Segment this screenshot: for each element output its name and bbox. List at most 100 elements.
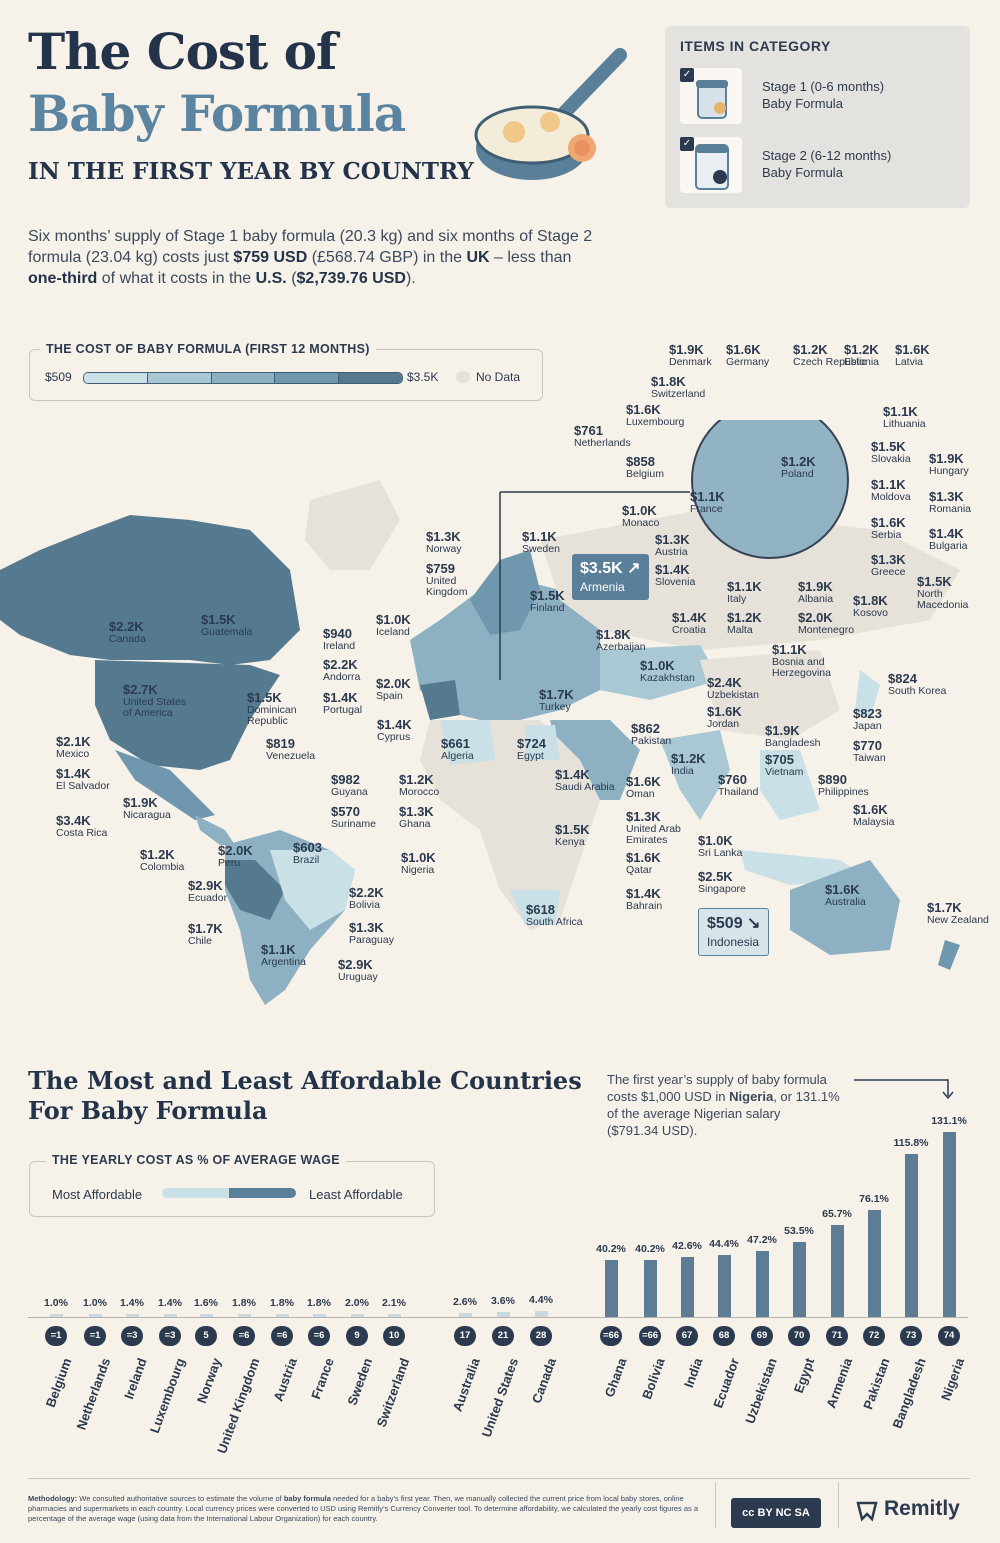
map-label-value: $1.4K <box>655 562 690 577</box>
map-label-country: Cyprus <box>377 731 411 743</box>
map-label-country: Singapore <box>698 883 746 895</box>
wage-legend-scale <box>162 1188 296 1198</box>
map-label-country: Iceland <box>376 626 410 638</box>
map-label-value: $1.8K <box>853 593 888 608</box>
map-label-country: Albania <box>798 593 834 605</box>
map-label-sweden: $1.1K Sweden <box>522 530 596 555</box>
bar-sweden <box>350 1314 364 1317</box>
wage-legend-left: Most Affordable <box>52 1187 143 1202</box>
map-label-country: Turkey <box>539 701 571 713</box>
map-label-india: $1.2K India <box>671 752 745 777</box>
category-label: Ireland <box>121 1356 151 1402</box>
map-label-estonia: $1.2K Estonia <box>844 343 918 368</box>
legend-swatch <box>84 373 147 383</box>
map-label-value: $982 <box>331 772 360 787</box>
bar-uzbekistan <box>755 1250 769 1317</box>
map-label-country: Costa Rica <box>56 827 108 839</box>
map-label-value: $1.6K <box>626 850 661 865</box>
bar-value-label: 40.2% <box>596 1243 626 1256</box>
map-label-country: Spain <box>376 690 403 702</box>
category-label: Bangladesh <box>889 1356 930 1431</box>
map-china <box>700 650 840 740</box>
map-label-value: $1.5K <box>247 690 282 705</box>
map-label-value: $1.4K <box>929 526 964 541</box>
stage1-checkbox-icon: ✓ <box>680 68 694 82</box>
map-label-hungary: $1.9K Hungary <box>929 452 1000 477</box>
map-label-value: $1.3K <box>626 809 661 824</box>
map-label-kazakhstan: $1.0K Kazakhstan <box>640 659 714 684</box>
map-label-united-kingdom: $759 United Kingdom <box>426 562 500 598</box>
map-label-value: $1.2K <box>727 610 762 625</box>
map-label-thailand: $760 Thailand <box>718 773 792 798</box>
map-label-slovenia: $1.4K Slovenia <box>655 563 729 588</box>
map-label-value: $1.5K <box>201 612 236 627</box>
map-legend-min: $509 <box>45 370 72 384</box>
map-label-value: $1.1K <box>261 942 296 957</box>
map-label-australia: $1.6K Australia <box>825 883 899 908</box>
bar-nigeria <box>942 1132 956 1317</box>
legend-swatch <box>146 373 211 383</box>
rank-badge: =66 <box>639 1326 661 1346</box>
map-label-country: Moldova <box>871 491 911 503</box>
map-label-country: Italy <box>727 593 747 605</box>
map-label-value: $1.6K <box>626 774 661 789</box>
map-label-ecuador: $2.9K Ecuador <box>188 879 262 904</box>
bar-value-label: 1.4% <box>158 1297 182 1309</box>
map-label-value: $1.7K <box>539 687 574 702</box>
map-label-country: Bulgaria <box>929 540 968 552</box>
map-label-country: Thailand <box>718 786 759 798</box>
map-label-value: $1.5K <box>917 574 952 589</box>
map-label-south-africa: $618 South Africa <box>526 903 600 928</box>
rank-badge: =3 <box>121 1326 143 1346</box>
bar-value-label: 2.1% <box>382 1297 406 1309</box>
map-label-country: Hungary <box>929 465 969 477</box>
map-label-guyana: $982 Guyana <box>331 773 405 798</box>
map-label-value: $1.6K <box>895 342 930 357</box>
map-label-algeria: $661 Algeria <box>441 737 515 762</box>
world-map <box>0 420 960 1005</box>
map-label-country: Dominican Republic <box>247 704 297 727</box>
map-label-turkey: $1.7K Turkey <box>539 688 613 713</box>
category-label: Egypt <box>790 1356 818 1396</box>
map-label-value: $1.2K <box>140 847 175 862</box>
stage2-label: Stage 2 (6-12 months) Baby Formula <box>762 148 892 180</box>
map-label-country: Austria <box>655 546 688 558</box>
map-label-oman: $1.6K Oman <box>626 775 700 800</box>
map-egypt <box>525 725 560 760</box>
map-label-value: $1.4K <box>377 717 412 732</box>
map-label-country: Ecuador <box>188 892 228 904</box>
map-south-africa <box>510 890 560 925</box>
category-label: France <box>308 1356 338 1402</box>
map-label-value: $1.3K <box>399 804 434 819</box>
map-label-value: $1.9K <box>669 342 704 357</box>
map-label-cyprus: $1.4K Cyprus <box>377 718 451 743</box>
map-label-value: $1.1K <box>690 489 725 504</box>
title-line-1: The Cost of <box>28 22 337 81</box>
nigeria-note-arrow <box>854 1079 954 1100</box>
map-label-country: United States of America <box>123 696 187 719</box>
map-label-value: $1.6K <box>871 515 906 530</box>
title-line-2: Baby Formula <box>28 84 406 143</box>
map-label-el-salvador: $1.4K El Salvador <box>56 767 130 792</box>
map-central-america <box>195 815 235 845</box>
category-label: Sweden <box>344 1356 376 1408</box>
map-label-north-macedonia: $1.5K North Macedonia <box>917 575 991 611</box>
bar-value-label: 4.4% <box>529 1293 553 1306</box>
map-label-colombia: $1.2K Colombia <box>140 848 214 873</box>
map-label-country: Philippines <box>818 786 869 798</box>
map-label-country: Portugal <box>323 704 363 716</box>
map-label-country: Mexico <box>56 748 90 760</box>
map-label-value: $2.5K <box>698 869 733 884</box>
rank-badge: 10 <box>383 1326 405 1346</box>
indonesia-min-callout: $509 ↘ Indonesia <box>698 908 770 956</box>
bar-value-label: 131.1% <box>931 1115 967 1128</box>
category-label: Uzbekistan <box>742 1356 781 1426</box>
map-label-ireland: $940 Ireland <box>323 627 397 652</box>
category-label: Austria <box>270 1356 301 1404</box>
category-label: Norway <box>193 1356 225 1406</box>
map-label-country: Paraguay <box>349 934 394 946</box>
map-label-country: Nicaragua <box>123 809 171 821</box>
map-iberia <box>420 680 460 720</box>
map-label-value: $1.4K <box>672 610 707 625</box>
bar-united-kingdom <box>237 1314 251 1317</box>
